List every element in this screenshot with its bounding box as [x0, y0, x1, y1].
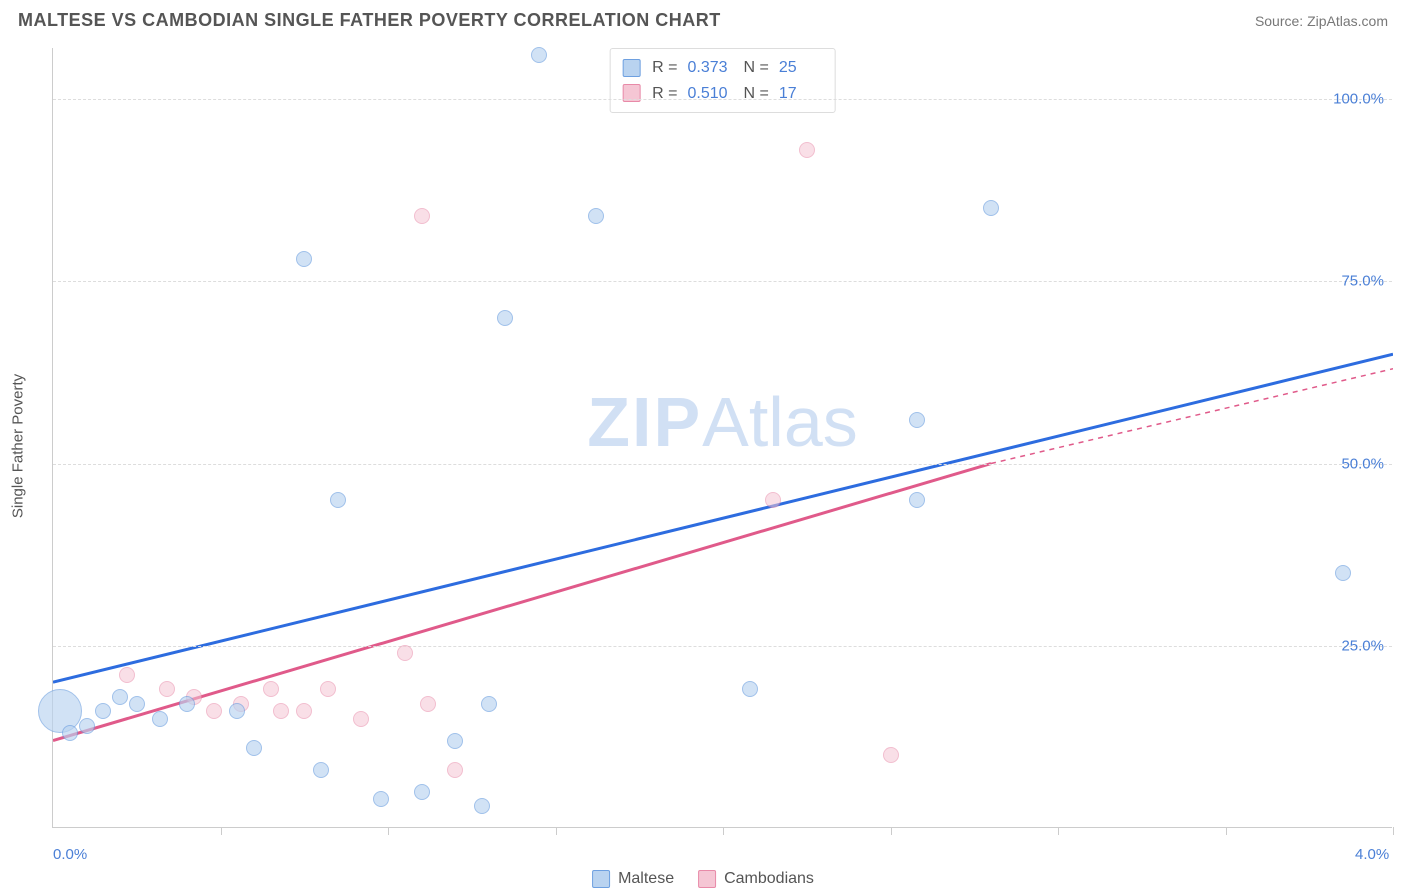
- scatter-point-cambodians: [765, 492, 781, 508]
- x-tick: [1058, 827, 1059, 835]
- chart-title: MALTESE VS CAMBODIAN SINGLE FATHER POVER…: [18, 10, 721, 31]
- scatter-point-maltese: [1335, 565, 1351, 581]
- scatter-point-maltese: [95, 703, 111, 719]
- x-tick: [1393, 827, 1394, 835]
- x-tick: [891, 827, 892, 835]
- scatter-point-cambodians: [159, 681, 175, 697]
- scatter-point-maltese: [588, 208, 604, 224]
- scatter-point-cambodians: [206, 703, 222, 719]
- stats-row-cambodians: R = 0.510 N = 17: [622, 81, 823, 107]
- chart-container: ZIPAtlas R = 0.373 N = 25 R = 0.510 N = …: [52, 48, 1392, 848]
- y-tick-label: 50.0%: [1341, 455, 1384, 472]
- scatter-point-maltese: [373, 791, 389, 807]
- legend-item-maltese: Maltese: [592, 870, 674, 888]
- scatter-point-maltese: [62, 725, 78, 741]
- swatch-cambodians: [698, 870, 716, 888]
- gridline-h: [53, 464, 1392, 465]
- watermark: ZIPAtlas: [587, 382, 858, 462]
- x-tick: [1226, 827, 1227, 835]
- stat-n-value: 17: [779, 81, 823, 107]
- scatter-point-maltese: [246, 740, 262, 756]
- x-tick: [723, 827, 724, 835]
- legend-label: Cambodians: [724, 870, 814, 888]
- plot-area: ZIPAtlas R = 0.373 N = 25 R = 0.510 N = …: [52, 48, 1392, 828]
- x-axis-label: 0.0%: [53, 846, 87, 863]
- scatter-point-maltese: [330, 492, 346, 508]
- scatter-point-cambodians: [883, 747, 899, 763]
- stat-r-label: R =: [652, 55, 677, 81]
- stats-row-maltese: R = 0.373 N = 25: [622, 55, 823, 81]
- trend-lines-svg: [53, 48, 1393, 828]
- gridline-h: [53, 646, 1392, 647]
- swatch-maltese: [592, 870, 610, 888]
- scatter-point-cambodians: [447, 762, 463, 778]
- scatter-point-cambodians: [414, 208, 430, 224]
- stat-n-label: N =: [744, 81, 769, 107]
- scatter-point-maltese: [229, 703, 245, 719]
- scatter-point-maltese: [129, 696, 145, 712]
- stat-n-value: 25: [779, 55, 823, 81]
- watermark-rest: Atlas: [702, 383, 858, 461]
- scatter-point-maltese: [112, 689, 128, 705]
- scatter-point-cambodians: [397, 645, 413, 661]
- gridline-h: [53, 99, 1392, 100]
- scatter-point-maltese: [531, 47, 547, 63]
- stat-n-label: N =: [744, 55, 769, 81]
- scatter-point-maltese: [79, 718, 95, 734]
- stats-legend: R = 0.373 N = 25 R = 0.510 N = 17: [609, 48, 836, 113]
- scatter-point-cambodians: [119, 667, 135, 683]
- scatter-point-maltese: [414, 784, 430, 800]
- x-tick: [388, 827, 389, 835]
- legend-label: Maltese: [618, 870, 674, 888]
- y-tick-label: 75.0%: [1341, 273, 1384, 290]
- y-tick-label: 100.0%: [1333, 91, 1384, 108]
- scatter-point-maltese: [447, 733, 463, 749]
- x-tick: [556, 827, 557, 835]
- stat-r-label: R =: [652, 81, 677, 107]
- scatter-point-maltese: [481, 696, 497, 712]
- gridline-h: [53, 281, 1392, 282]
- watermark-bold: ZIP: [587, 383, 702, 461]
- scatter-point-cambodians: [420, 696, 436, 712]
- source-label: Source: ZipAtlas.com: [1255, 13, 1388, 29]
- scatter-point-maltese: [152, 711, 168, 727]
- y-tick-label: 25.0%: [1341, 637, 1384, 654]
- stat-r-value: 0.510: [688, 81, 732, 107]
- legend-item-cambodians: Cambodians: [698, 870, 814, 888]
- scatter-point-maltese: [474, 798, 490, 814]
- scatter-point-cambodians: [353, 711, 369, 727]
- scatter-point-cambodians: [263, 681, 279, 697]
- y-axis-title: Single Father Poverty: [10, 374, 27, 518]
- trend-line: [53, 354, 1393, 682]
- swatch-maltese: [622, 59, 640, 77]
- scatter-point-maltese: [497, 310, 513, 326]
- x-tick: [221, 827, 222, 835]
- trend-line: [991, 369, 1393, 464]
- scatter-point-maltese: [909, 492, 925, 508]
- scatter-point-cambodians: [799, 142, 815, 158]
- x-axis-label: 4.0%: [1355, 846, 1389, 863]
- scatter-point-cambodians: [273, 703, 289, 719]
- scatter-point-maltese: [742, 681, 758, 697]
- scatter-point-maltese: [313, 762, 329, 778]
- scatter-point-maltese: [983, 200, 999, 216]
- scatter-point-maltese: [909, 412, 925, 428]
- scatter-point-maltese: [296, 251, 312, 267]
- chart-header: MALTESE VS CAMBODIAN SINGLE FATHER POVER…: [0, 0, 1406, 37]
- scatter-point-maltese: [179, 696, 195, 712]
- scatter-point-cambodians: [296, 703, 312, 719]
- bottom-legend: Maltese Cambodians: [592, 870, 814, 888]
- stat-r-value: 0.373: [688, 55, 732, 81]
- scatter-point-cambodians: [320, 681, 336, 697]
